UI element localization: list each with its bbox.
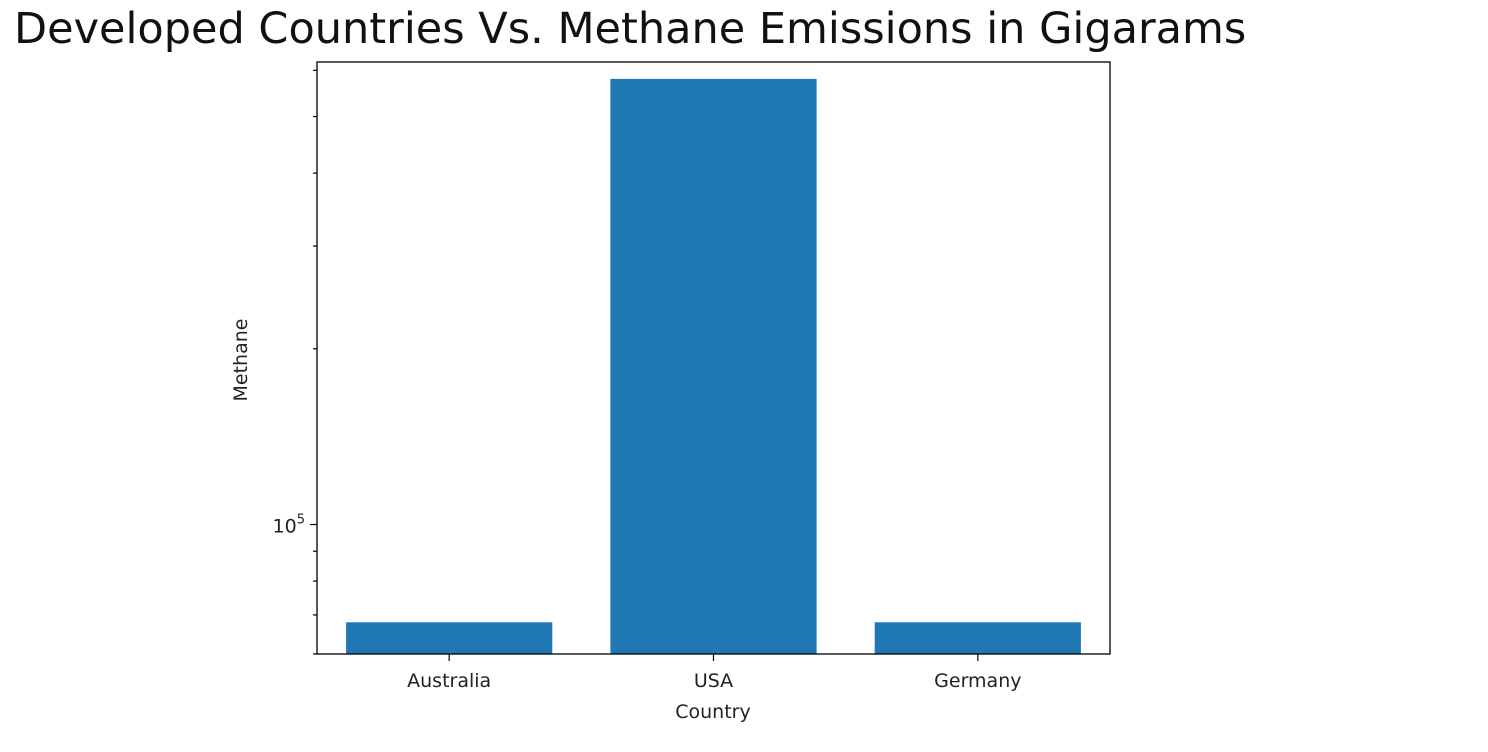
x-axis-label: Country	[675, 701, 750, 723]
y-axis-label: Methane	[230, 319, 252, 402]
chart-title: Developed Countries Vs. Methane Emission…	[14, 4, 1247, 54]
x-tick-label-usa: USA	[694, 670, 733, 692]
bar-germany	[874, 622, 1081, 654]
x-tick-label-germany: Germany	[934, 670, 1021, 692]
y-axis: 105	[273, 69, 317, 655]
x-tick-label-australia: Australia	[407, 670, 491, 692]
x-axis: Australia USA Germany	[407, 654, 1021, 692]
bar-australia	[346, 622, 553, 654]
y-tick-label: 105	[273, 513, 305, 538]
plot-area	[346, 78, 1081, 654]
bar-usa	[610, 78, 817, 654]
